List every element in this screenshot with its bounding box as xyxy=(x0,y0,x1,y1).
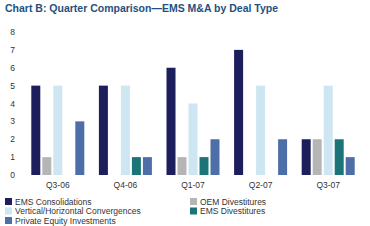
x-tick-label: Q2-07 xyxy=(249,180,273,190)
y-tick-label: 6 xyxy=(10,63,15,73)
bar xyxy=(234,50,243,175)
y-tick-label: 5 xyxy=(10,81,15,91)
y-tick-label: 0 xyxy=(10,170,15,180)
y-tick xyxy=(22,49,24,50)
bar xyxy=(64,175,73,176)
bar xyxy=(245,175,254,176)
legend-label: Private Equity Investments xyxy=(15,216,116,226)
bar xyxy=(313,139,322,175)
y-tick xyxy=(22,32,24,33)
y-tick xyxy=(22,85,24,86)
bar xyxy=(178,157,187,175)
bar xyxy=(53,86,62,175)
chart: Chart B: Quarter Comparison—EMS M&A by D… xyxy=(0,0,370,226)
bar xyxy=(211,139,220,175)
y-tick-label: 1 xyxy=(10,152,15,162)
y-tick-label: 8 xyxy=(10,27,15,37)
bar xyxy=(99,86,108,175)
y-tick xyxy=(22,175,24,176)
x-tick-label: Q3-07 xyxy=(316,180,340,190)
y-tick xyxy=(22,67,24,68)
y-tick xyxy=(22,121,24,122)
legend-swatch xyxy=(5,198,12,205)
x-tick-label: Q4-06 xyxy=(114,180,138,190)
y-tick-label: 7 xyxy=(10,45,15,55)
y-tick xyxy=(22,103,24,104)
bar xyxy=(200,157,209,175)
legend-label: Vertical/Horizontal Convergences xyxy=(15,206,141,216)
legend-label: EMS Consolidations xyxy=(15,197,92,207)
legend-swatch xyxy=(5,217,12,224)
legend-label: EMS Divestitures xyxy=(200,206,265,216)
bar xyxy=(278,139,287,175)
x-tick-label: Q1-07 xyxy=(181,180,205,190)
bar xyxy=(267,175,276,176)
y-tick xyxy=(22,157,24,158)
legend-swatch xyxy=(190,198,197,205)
bar xyxy=(31,86,40,175)
y-tick-label: 3 xyxy=(10,116,15,126)
bar xyxy=(189,104,198,176)
bar xyxy=(167,68,176,175)
bar xyxy=(302,139,311,175)
bar xyxy=(346,157,355,175)
y-tick xyxy=(22,139,24,140)
bar xyxy=(110,175,119,176)
bar xyxy=(324,86,333,175)
legend-swatch xyxy=(5,208,12,215)
y-tick-label: 2 xyxy=(10,134,15,144)
bar xyxy=(143,157,152,175)
bar xyxy=(132,157,141,175)
bar xyxy=(75,121,84,175)
x-tick-label: Q3-06 xyxy=(46,180,70,190)
bar xyxy=(42,157,51,175)
bar xyxy=(121,86,130,175)
bar xyxy=(256,86,265,175)
bars xyxy=(31,50,354,175)
bar xyxy=(335,139,344,175)
legend-label: OEM Divestitures xyxy=(200,197,266,207)
title: Chart B: Quarter Comparison—EMS M&A by D… xyxy=(5,2,278,14)
legend-swatch xyxy=(190,208,197,215)
y-tick-label: 4 xyxy=(10,99,15,109)
